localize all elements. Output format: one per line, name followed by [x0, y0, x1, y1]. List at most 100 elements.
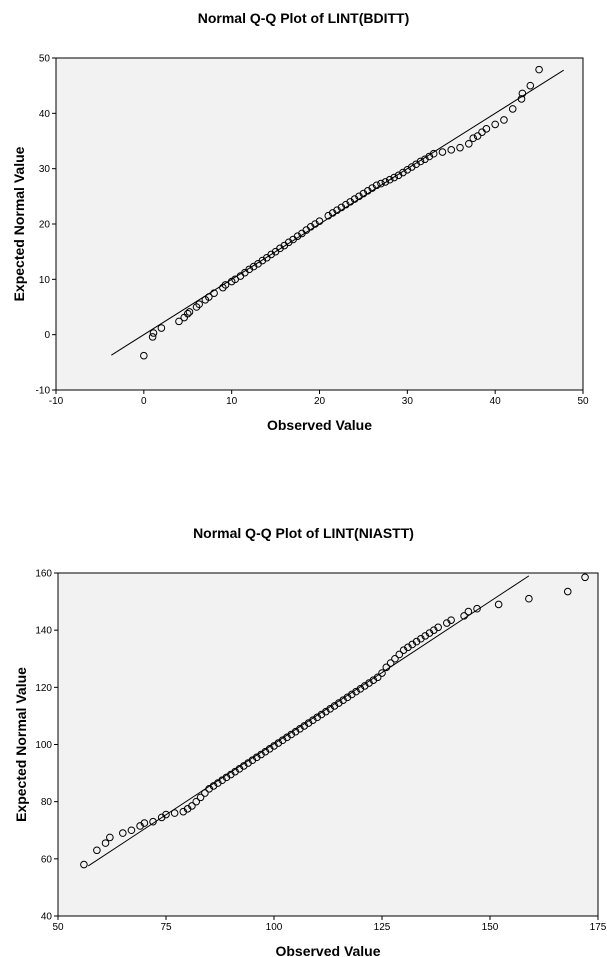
- data-point: [469, 134, 478, 143]
- data-point: [373, 673, 382, 682]
- x-axis-title: Observed Value: [275, 943, 380, 957]
- plot-area: [57, 572, 599, 917]
- y-tick-label: 50: [39, 54, 51, 65]
- y-tick-label: 140: [35, 626, 52, 637]
- data-point: [377, 179, 385, 188]
- chart-title: Normal Q-Q Plot of LINT(BDITT): [197, 10, 410, 26]
- data-point: [526, 81, 535, 90]
- y-tick-label: 120: [35, 683, 52, 694]
- data-point: [382, 663, 391, 672]
- data-point: [460, 612, 468, 620]
- data-point: [148, 333, 157, 341]
- y-tick-label: 10: [39, 275, 51, 286]
- y-tick-label: 0: [44, 330, 50, 341]
- x-tick-label: 0: [141, 396, 147, 407]
- data-point: [157, 324, 166, 332]
- y-tick-label: 40: [41, 912, 53, 923]
- data-point: [434, 623, 442, 632]
- y-tick-label: -10: [36, 386, 51, 397]
- data-point: [390, 173, 398, 182]
- data-point: [378, 669, 386, 677]
- qq-plot-1: -10 0 10 20 30 40 50 -10 0 10 20 30 40 50 Observed Val…: [11, 54, 589, 434]
- data-point: [494, 600, 503, 609]
- y-axis-title: Expected Normal Value: [11, 146, 27, 301]
- data-point: [517, 95, 526, 103]
- data-point: [508, 105, 517, 113]
- reference-line: [87, 575, 530, 867]
- data-point: [149, 817, 157, 826]
- x-tick-label: 50: [52, 922, 64, 933]
- data-point: [201, 789, 209, 797]
- data-point: [183, 309, 192, 318]
- chart-1: Normal Q-Q Plot of LINT(BDITT) -10 0 10 20 3…: [0, 0, 607, 450]
- y-tick-label: 80: [41, 797, 53, 808]
- y-tick-label: 100: [35, 740, 52, 751]
- data-point: [429, 149, 438, 158]
- data-point: [210, 289, 218, 297]
- data-point: [416, 157, 425, 166]
- reference-line: [111, 69, 564, 356]
- data-point: [140, 819, 149, 827]
- data-point: [473, 132, 482, 140]
- data-point: [464, 607, 473, 616]
- data-point: [465, 139, 473, 148]
- data-point: [221, 281, 230, 289]
- x-tick-label: 50: [577, 396, 589, 407]
- data-point: [491, 120, 499, 129]
- data-point: [101, 839, 110, 847]
- data-point: [381, 178, 390, 186]
- x-tick-label: 20: [314, 396, 326, 407]
- x-tick-label: 150: [482, 922, 499, 933]
- data-point: [535, 65, 543, 74]
- data-point: [80, 860, 88, 869]
- data-point: [162, 810, 170, 819]
- y-axis-title: Expected Normal Value: [13, 667, 29, 822]
- data-point: [196, 793, 205, 802]
- x-tick-label: 40: [490, 396, 502, 407]
- x-axis-title: Observed Value: [267, 417, 372, 433]
- data-point: [500, 116, 508, 124]
- data-point: [482, 125, 491, 133]
- data-point: [175, 317, 183, 326]
- data-point: [473, 604, 481, 613]
- data-point: [315, 217, 324, 226]
- data-point: [447, 616, 455, 624]
- chart-title: Normal Q-Q Plot of LINT(NIASTT): [193, 525, 414, 541]
- chart-2: Normal Q-Q Plot of LINT(NIASTT) 50 75 100 1…: [0, 500, 607, 957]
- data-point: [185, 308, 194, 316]
- data-point: [563, 587, 572, 596]
- x-tick-label: 175: [590, 922, 607, 933]
- x-tick-label: 75: [160, 922, 172, 933]
- x-tick-label: 30: [402, 396, 414, 407]
- y-tick-label: 40: [39, 109, 51, 120]
- data-point: [192, 797, 201, 806]
- qq-plot-2: 50 75 100 125 150 175 40 60 80 100 120 140 160 Observ…: [13, 569, 607, 957]
- data-point: [385, 175, 394, 184]
- data-point: [386, 659, 395, 667]
- y-tick-label: 160: [35, 569, 52, 580]
- data-point: [119, 829, 127, 837]
- x-tick-label: -10: [49, 396, 64, 407]
- data-point: [231, 275, 239, 284]
- data-point: [525, 594, 533, 603]
- data-point: [447, 146, 456, 154]
- y-tick-label: 60: [41, 854, 53, 865]
- data-point: [372, 181, 381, 190]
- y-tick-label: 30: [39, 164, 51, 175]
- data-point: [438, 148, 447, 156]
- x-tick-label: 100: [266, 922, 283, 933]
- data-point: [93, 846, 101, 855]
- x-tick-label: 125: [374, 922, 391, 933]
- x-tick-label: 10: [226, 396, 238, 407]
- data-point: [518, 89, 527, 98]
- data-point: [140, 351, 148, 360]
- y-tick-label: 20: [39, 220, 51, 231]
- data-point: [205, 293, 213, 301]
- data-point: [391, 654, 399, 663]
- data-point: [395, 650, 404, 659]
- data-point: [456, 143, 464, 152]
- data-point: [195, 300, 203, 309]
- data-point: [170, 809, 179, 817]
- data-point: [127, 826, 136, 835]
- data-point: [581, 573, 589, 582]
